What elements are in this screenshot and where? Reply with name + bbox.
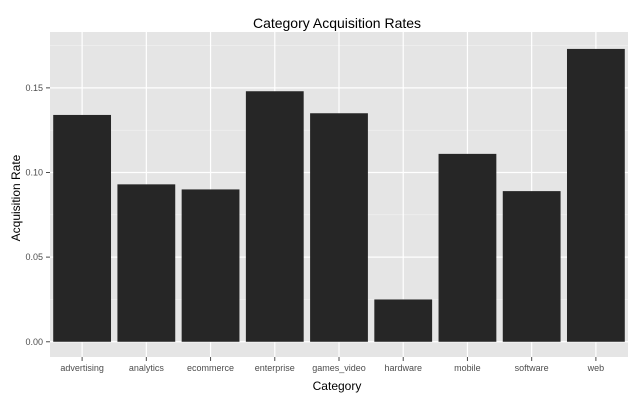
bar-enterprise <box>245 91 304 342</box>
y-tick-label: 0.05 <box>25 252 43 262</box>
y-axis-title: Acquisition Rate <box>9 154 23 241</box>
bar-games-video <box>310 113 368 342</box>
x-tick-label: ecommerce <box>187 363 234 373</box>
plot-area: 0.00 0.05 0.10 0.15 advertising analytics ecom… <box>25 32 628 373</box>
bar-software <box>502 191 561 342</box>
x-tick-label: web <box>587 363 605 373</box>
x-tick-label: software <box>515 363 549 373</box>
x-tick-label: hardware <box>384 363 422 373</box>
chart-title: Category Acquisition Rates <box>253 15 421 31</box>
x-tick-label: advertising <box>60 363 104 373</box>
x-tick-label: mobile <box>454 363 481 373</box>
y-tick-label: 0.00 <box>25 337 43 347</box>
y-tick-label: 0.10 <box>25 167 43 177</box>
y-tick-label: 0.15 <box>25 83 43 93</box>
x-tick-label: analytics <box>129 363 165 373</box>
x-tick-label: games_video <box>312 363 366 373</box>
bar-advertising <box>53 114 112 342</box>
bar-web <box>566 48 625 342</box>
bar-analytics <box>117 184 176 342</box>
x-axis-title: Category <box>313 379 362 393</box>
bar-ecommerce <box>181 189 240 342</box>
bar-hardware <box>374 299 433 342</box>
x-tick-label: enterprise <box>255 363 295 373</box>
bar-mobile <box>438 153 497 342</box>
